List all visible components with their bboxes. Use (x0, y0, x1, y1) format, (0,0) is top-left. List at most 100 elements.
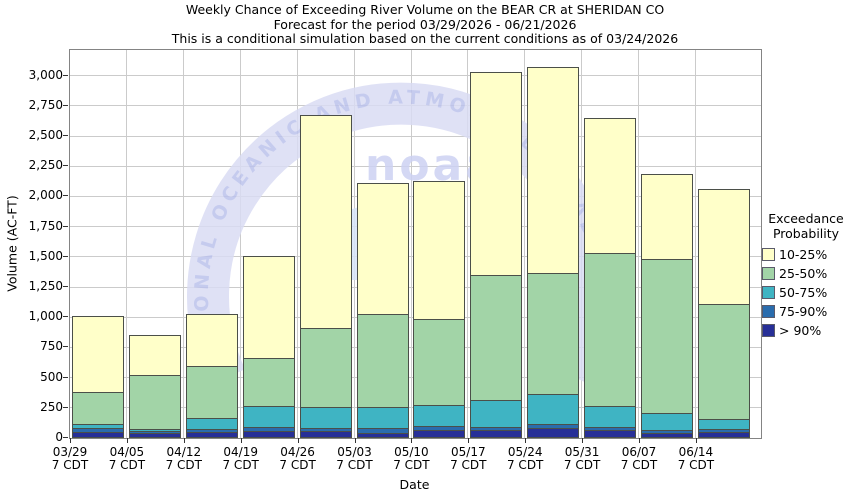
stacked-bar-05-17 (470, 50, 523, 438)
y-tick-mark (63, 104, 68, 106)
bar-segment-25-50 (413, 319, 466, 406)
x-tick-label: 05/10 7 CDT (381, 446, 441, 472)
y-tick-label: 1,750 (28, 218, 63, 233)
legend-swatch-icon (762, 267, 775, 280)
x-tick-label: 05/31 7 CDT (552, 446, 612, 472)
bar-segment-90 (470, 430, 523, 438)
bar-segment-50-75 (299, 407, 352, 429)
stacked-bar-06-14 (697, 50, 750, 438)
y-tick-mark (63, 225, 68, 227)
bar-segment-50-75 (527, 394, 580, 425)
legend-swatch-icon (762, 305, 775, 318)
bar-segment-10-25 (242, 256, 295, 359)
y-tick-label: 1,000 (28, 309, 63, 324)
bar-segment-10-25 (641, 174, 693, 260)
y-tick-mark (63, 195, 68, 197)
x-tick-mark (582, 438, 584, 443)
bar-segment-50-75 (356, 407, 409, 429)
bar-segment-25-50 (128, 375, 181, 430)
legend-swatch-icon (762, 248, 775, 261)
x-axis-title: Date (399, 477, 430, 492)
gridline-vertical (410, 50, 412, 438)
bar-segment-10-25 (527, 67, 580, 274)
x-tick-time: 7 CDT (393, 458, 430, 472)
bar-segment-25-50 (185, 366, 238, 419)
legend-item-label: 75-90% (779, 304, 828, 319)
y-tick-mark (63, 437, 68, 438)
x-tick-mark (468, 438, 470, 443)
x-tick-date: 05/31 (564, 445, 600, 459)
legend-item: 10-25% (762, 245, 850, 264)
bar-segment-50-75 (242, 406, 295, 428)
x-tick-time: 7 CDT (279, 458, 316, 472)
x-tick-time: 7 CDT (450, 458, 487, 472)
x-tick-label: 04/05 7 CDT (97, 446, 157, 472)
x-tick-mark (297, 438, 299, 443)
x-tick-date: 06/07 (621, 445, 657, 459)
bar-segment-50-75 (185, 418, 238, 430)
y-tick-mark (63, 346, 68, 348)
x-tick-time: 7 CDT (336, 458, 373, 472)
x-tick-time: 7 CDT (620, 458, 658, 472)
y-tick-label: 1,250 (28, 279, 63, 293)
bar-segment-90 (584, 430, 637, 438)
bar-segment-50-75 (413, 405, 466, 427)
legend-item: 25-50% (762, 264, 850, 283)
chart-title-block: Weekly Chance of Exceeding River Volume … (0, 2, 850, 47)
legend-item: > 90% (762, 321, 850, 340)
stacked-bar-06-07 (641, 50, 693, 438)
legend-item-label: > 90% (779, 323, 822, 338)
legend-item-label: 50-75% (779, 285, 828, 300)
y-tick-mark (63, 165, 68, 167)
x-tick-date: 03/29 (52, 445, 88, 459)
x-tick-mark (639, 438, 640, 443)
chart-subtitle: Forecast for the period 03/29/2026 - 06/… (273, 16, 577, 32)
x-tick-mark (126, 438, 128, 443)
legend: Exceedance Probability 10-25% 25-50% 50-75… (762, 211, 850, 340)
x-tick-time: 7 CDT (506, 458, 544, 472)
x-tick-mark (695, 438, 697, 443)
legend-swatch-icon (762, 286, 775, 299)
gridline-vertical (239, 50, 241, 438)
x-tick-mark (411, 438, 413, 443)
bar-segment-25-50 (641, 259, 693, 414)
gridline-horizontal (70, 75, 761, 77)
bar-segment-90 (242, 431, 295, 438)
bar-segment-25-50 (527, 273, 580, 395)
y-tick-mark (63, 255, 68, 257)
bar-segment-25-50 (356, 314, 409, 408)
x-tick-time: 7 CDT (563, 458, 601, 472)
bar-segment-10-25 (128, 335, 181, 376)
gridline-vertical (638, 50, 640, 438)
y-tick-label: 3,000 (28, 67, 63, 82)
x-tick-label: 05/17 7 CDT (438, 446, 498, 472)
bar-segment-10-25 (356, 183, 409, 315)
gridline-horizontal (70, 165, 761, 167)
chart-note: This is a conditional simulation based o… (171, 31, 679, 46)
bar-segment-25-50 (72, 392, 124, 425)
x-tick-time: 7 CDT (222, 458, 259, 472)
bar-segment-10-25 (72, 316, 124, 393)
bar-segment-25-50 (584, 253, 637, 407)
bar-segment-50-75 (470, 400, 523, 428)
stacked-bar-05-24 (527, 50, 580, 438)
legend-title-line1: Exceedance (768, 211, 844, 226)
x-tick-date: 06/14 (678, 445, 714, 459)
x-tick-date: 05/24 (507, 445, 543, 459)
y-tick-mark (63, 406, 68, 408)
y-tick-mark (63, 135, 68, 136)
legend-items: 10-25% 25-50% 50-75% 75-90% > 90% (762, 245, 850, 340)
x-tick-date: 05/17 (451, 445, 486, 459)
stacked-bar-05-03 (356, 50, 409, 438)
stacked-bar-04-19 (242, 50, 295, 438)
legend-title-line2: Probability (772, 225, 840, 241)
x-tick-time: 7 CDT (108, 458, 146, 472)
legend-swatch-icon (762, 324, 775, 337)
stacked-bar-05-31 (584, 50, 637, 438)
gridline-vertical (695, 50, 696, 438)
y-tick-label: 2,000 (28, 188, 63, 203)
legend-item: 75-90% (762, 302, 850, 321)
bar-segment-25-50 (242, 358, 295, 407)
x-tick-mark (354, 438, 356, 443)
legend-title: Exceedance Probability (762, 211, 850, 241)
